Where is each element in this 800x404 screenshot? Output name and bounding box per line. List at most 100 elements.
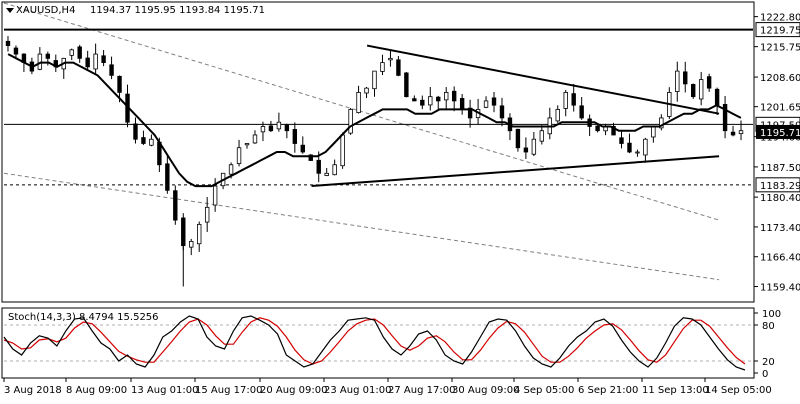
candle-body bbox=[380, 62, 385, 72]
candle-body bbox=[85, 57, 90, 68]
candle-body bbox=[149, 138, 154, 146]
candle-body bbox=[101, 55, 106, 64]
candle-body bbox=[499, 105, 505, 119]
candle-body bbox=[197, 223, 202, 245]
candle-body bbox=[412, 98, 417, 102]
candle-body bbox=[141, 137, 146, 144]
candle-body bbox=[683, 71, 688, 85]
x-tick-label: 6 Sep 21:00 bbox=[578, 385, 638, 396]
candle-body bbox=[467, 107, 473, 119]
candle-body bbox=[595, 125, 600, 132]
candle-body bbox=[706, 76, 712, 89]
x-tick-label: 8 Aug 09:00 bbox=[66, 385, 127, 396]
candle-body bbox=[236, 147, 242, 164]
candle-body bbox=[356, 92, 361, 114]
y-tick-label: 1187.50 bbox=[760, 163, 800, 174]
candle-body bbox=[451, 90, 457, 102]
candle-body bbox=[93, 53, 98, 70]
y-tick-label: 1208.60 bbox=[760, 73, 800, 84]
main-plot-area bbox=[3, 2, 753, 287]
current-price-label: 1195.71 bbox=[760, 128, 800, 139]
candle-body bbox=[228, 164, 234, 175]
stoch-tick-label: 100 bbox=[762, 309, 781, 320]
candle-body bbox=[531, 138, 537, 155]
candle-body bbox=[45, 53, 51, 59]
candle-body bbox=[579, 105, 584, 119]
x-tick-label: 3 Aug 2018 bbox=[4, 385, 62, 396]
y-tick-label: 1166.40 bbox=[760, 253, 800, 264]
candle-body bbox=[659, 117, 664, 129]
candle-body bbox=[260, 126, 266, 133]
x-tick-label: 15 Aug 17:00 bbox=[195, 385, 262, 396]
candle-body bbox=[189, 240, 194, 248]
candle-body bbox=[372, 70, 377, 90]
candle-body bbox=[5, 40, 11, 46]
main-panel-frame bbox=[1, 1, 755, 303]
candle-body bbox=[212, 185, 218, 206]
x-tick-label: 14 Sep 05:00 bbox=[705, 385, 772, 396]
candle-body bbox=[388, 57, 393, 61]
candle-body bbox=[165, 163, 170, 191]
candle-body bbox=[730, 131, 736, 136]
y-tick-label: 1173.40 bbox=[760, 223, 800, 234]
level-tag-label: 1219.75 bbox=[760, 26, 800, 37]
candle-body bbox=[404, 72, 409, 98]
trendline-lower bbox=[311, 155, 720, 188]
candle-body bbox=[69, 49, 74, 56]
candle-body bbox=[276, 121, 282, 130]
candle-body bbox=[714, 88, 720, 106]
x-tick-label: 4 Sep 05:00 bbox=[514, 385, 574, 396]
candle-body bbox=[173, 190, 178, 221]
y-tick-label: 1201.65 bbox=[760, 103, 800, 114]
stoch-plot-area bbox=[3, 315, 753, 371]
candle-body bbox=[396, 59, 401, 76]
candle-body bbox=[332, 164, 337, 176]
candle-body bbox=[635, 151, 640, 154]
x-tick-label: 11 Sep 13:00 bbox=[642, 385, 709, 396]
trendline-upper bbox=[366, 44, 720, 115]
level-tag bbox=[755, 177, 800, 193]
candle-body bbox=[420, 99, 425, 106]
candle-body bbox=[691, 84, 696, 98]
candle-body bbox=[571, 93, 576, 106]
candle-body bbox=[308, 154, 313, 161]
axes: 1222.801215.751208.601201.651194.601187.… bbox=[3, 13, 800, 396]
candle-body bbox=[348, 109, 353, 134]
candle-body bbox=[133, 123, 138, 140]
symbol-label: XAUUSD,H4 bbox=[16, 5, 75, 16]
candle-body bbox=[643, 138, 648, 156]
candle-body bbox=[651, 126, 656, 138]
candle-body bbox=[268, 125, 274, 132]
current-price-tag bbox=[756, 124, 800, 139]
candle-body bbox=[252, 134, 258, 144]
candle-body bbox=[436, 96, 441, 102]
stoch-tick-label: 80 bbox=[762, 321, 775, 332]
candle-body bbox=[444, 92, 449, 101]
candle-body bbox=[675, 70, 680, 92]
candle-body bbox=[244, 143, 250, 146]
candle-body bbox=[300, 144, 305, 153]
stoch-tick-label: 0 bbox=[762, 369, 768, 380]
x-tick-label: 13 Aug 01:00 bbox=[131, 385, 198, 396]
candle-body bbox=[324, 172, 329, 176]
candle-body bbox=[117, 75, 122, 93]
x-tick-label: 23 Aug 01:00 bbox=[324, 385, 391, 396]
level-tag-label: 1183.29 bbox=[760, 181, 800, 192]
candle-body bbox=[619, 137, 624, 144]
candle-body bbox=[515, 128, 521, 149]
trendline-channel-2 bbox=[3, 172, 720, 281]
dropdown-triangle-icon[interactable] bbox=[6, 8, 14, 13]
candle-body bbox=[316, 159, 321, 174]
ohlc-label: 1194.37 1195.95 1193.84 1195.71 bbox=[90, 5, 265, 16]
stoch-label: Stoch(14,3,3) 8.4794 15.5256 bbox=[8, 312, 159, 323]
x-tick-label: 20 Aug 09:00 bbox=[260, 385, 327, 396]
candle-body bbox=[292, 129, 298, 144]
y-tick-label: 1215.75 bbox=[760, 43, 800, 54]
candle-body bbox=[428, 96, 433, 106]
candle-body bbox=[627, 142, 632, 153]
level-tag bbox=[755, 22, 800, 38]
candle-body bbox=[459, 98, 465, 110]
y-tick-label: 1222.80 bbox=[760, 13, 800, 24]
